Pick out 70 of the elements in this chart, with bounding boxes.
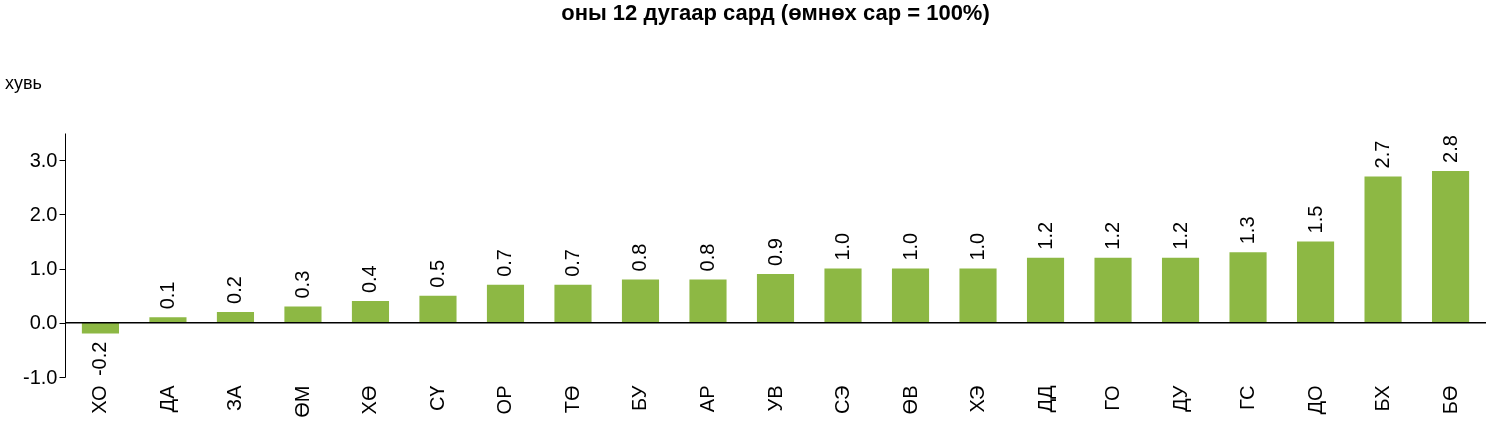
data-label: 1.2 <box>1033 221 1056 250</box>
data-label: 2.7 <box>1371 140 1394 169</box>
bar <box>1026 257 1065 323</box>
bar <box>351 301 390 323</box>
bar <box>149 317 187 323</box>
x-tick-label: ХО <box>88 385 111 414</box>
data-label: 1.5 <box>1303 205 1326 234</box>
data-label: 1.0 <box>898 232 921 261</box>
bar <box>1229 252 1267 323</box>
x-tick-label: ГО <box>1101 385 1124 411</box>
bar <box>689 279 727 323</box>
bar <box>1296 241 1335 323</box>
bar <box>81 322 119 334</box>
x-tick-label: ӨВ <box>898 385 921 415</box>
bar <box>824 268 862 323</box>
x-tick-label: ДД <box>1033 385 1056 413</box>
x-tick-label: УВ <box>763 385 786 412</box>
bar <box>419 295 457 323</box>
bar <box>486 284 525 323</box>
bar <box>959 268 997 323</box>
bar <box>1161 257 1200 323</box>
x-tick-label: БХ <box>1371 385 1394 412</box>
y-axis-title: хувь <box>5 73 42 93</box>
bar <box>1364 176 1402 323</box>
data-label: 0.5 <box>425 259 448 288</box>
x-tick-label: ХӨ <box>358 385 381 415</box>
bar <box>216 311 255 323</box>
x-tick-label: ТӨ <box>560 385 583 414</box>
chart-title: оны 12 дугаар сард (өмнөх сар = 100%) <box>561 0 990 25</box>
data-label: 1.2 <box>1101 221 1124 250</box>
y-tick-label: 2.0 <box>29 202 58 225</box>
x-tick-label: ӨМ <box>290 385 313 418</box>
data-label: 0.2 <box>223 276 246 304</box>
y-tick-label: -1.0 <box>23 365 58 388</box>
data-label: 1.0 <box>966 232 989 261</box>
data-label: 0.3 <box>290 270 313 299</box>
bar <box>891 268 930 323</box>
bar <box>554 284 592 323</box>
bar <box>284 306 322 323</box>
x-tick-label: СЭ <box>831 385 854 415</box>
x-tick-label: АР <box>695 385 718 413</box>
x-tick-label: ДО <box>1303 385 1326 415</box>
data-label: 0.9 <box>763 238 786 266</box>
x-tick-label: БӨ <box>1438 385 1461 415</box>
data-label: 0.7 <box>493 249 516 277</box>
x-tick-label: ГС <box>1236 385 1259 410</box>
data-label: 0.7 <box>560 249 583 277</box>
data-label: 2.8 <box>1438 135 1461 163</box>
data-label: 1.2 <box>1168 221 1191 250</box>
bar <box>1094 257 1132 323</box>
data-label: 1.0 <box>831 232 854 261</box>
y-tick-label: 0.0 <box>29 311 58 334</box>
data-label: 0.8 <box>695 243 718 272</box>
x-tick-label: ЗА <box>223 384 246 411</box>
data-label: 0.1 <box>155 281 178 310</box>
x-tick-label: ОР <box>493 385 516 415</box>
bar <box>621 279 660 323</box>
bar <box>756 273 795 323</box>
data-label: 0.4 <box>358 265 381 294</box>
data-label: 1.3 <box>1236 216 1259 245</box>
x-tick-label: БУ <box>628 385 651 411</box>
x-tick-label: ДА <box>155 384 178 413</box>
x-tick-label: СҮ <box>425 385 448 412</box>
y-tick-label: 1.0 <box>29 257 58 280</box>
bar <box>1432 170 1470 323</box>
x-tick-label: ДУ <box>1168 385 1191 412</box>
data-label: 0.8 <box>628 243 651 272</box>
data-label: -0.2 <box>88 341 111 377</box>
y-tick-label: 3.0 <box>29 148 58 171</box>
x-tick-label: ХЭ <box>966 385 989 413</box>
